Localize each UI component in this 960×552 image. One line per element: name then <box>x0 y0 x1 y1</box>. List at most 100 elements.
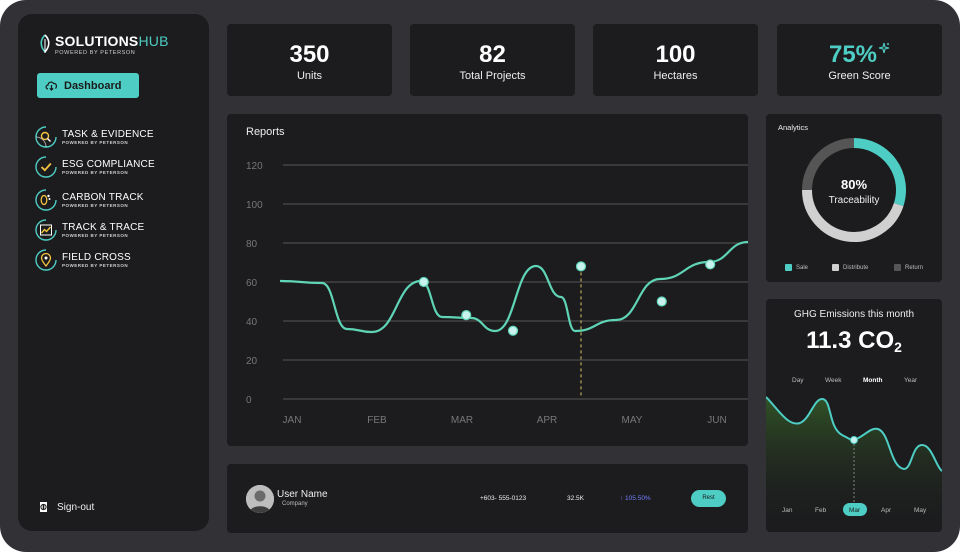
signout-label: Sign-out <box>57 501 95 513</box>
stat-label: Green Score <box>828 70 891 82</box>
sidebar-item-label: TASK & EVIDENCE <box>62 129 154 140</box>
user-name: User Name <box>277 489 328 500</box>
user-company: Company <box>282 501 308 507</box>
y-tick-label: 20 <box>246 356 258 367</box>
data-point[interactable] <box>656 296 667 307</box>
month-label-apr[interactable]: Apr <box>881 507 892 514</box>
y-tick-label: 60 <box>246 278 258 289</box>
month-label-mar[interactable]: Mar <box>849 507 861 514</box>
x-tick-label: JUN <box>707 415 726 426</box>
month-label-may[interactable]: May <box>914 507 927 514</box>
data-point[interactable] <box>705 259 716 270</box>
x-tick-label: JAN <box>283 415 302 426</box>
sidebar-item-label: ESG COMPLIANCE <box>62 159 155 170</box>
reports-line-chart: 0 20 40 60 80 100 120 JAN FEB MAR APR MAY JUN <box>246 161 748 426</box>
reports-title: Reports <box>246 126 285 138</box>
donut-slice-return[interactable] <box>802 138 855 191</box>
sidebar-item-track-trace[interactable]: TRACK & TRACE POWERED BY PETERSON <box>35 215 155 245</box>
user-row-card: User Name Company +603- 555-0123 32.5K ↑… <box>227 464 748 533</box>
y-tick-label: 80 <box>246 239 258 250</box>
stat-value: 75% <box>777 41 942 69</box>
sidebar-item-task-evidence[interactable]: TASK & EVIDENCE POWERED BY PETERSON <box>35 122 155 152</box>
signout-icon <box>40 502 47 512</box>
legend-label: Distribute <box>843 264 869 271</box>
stat-label: Units <box>296 70 323 82</box>
y-tick-label: 0 <box>246 395 252 406</box>
sidebar-item-sublabel: POWERED BY PETERSON <box>62 263 129 268</box>
check-circle-icon <box>35 156 57 178</box>
active-month-pill <box>843 503 867 516</box>
legend-swatch <box>832 264 839 271</box>
sidebar-item-label: TRACK & TRACE <box>62 222 145 233</box>
y-tick-label: 120 <box>246 161 263 172</box>
data-point[interactable] <box>575 261 587 272</box>
stat-card-hectares: 100 Hectares <box>593 24 758 96</box>
donut-slice-sale[interactable] <box>853 138 906 207</box>
sidebar-item-sublabel: POWERED BY PETERSON <box>62 203 129 208</box>
footprint-icon <box>35 189 57 211</box>
period-tab-day[interactable]: Day <box>792 377 804 384</box>
donut-caption: Traceability <box>829 195 880 206</box>
period-tab-week[interactable]: Week <box>825 377 842 384</box>
analytics-card: Analytics 80% Traceability Sale Distribut… <box>766 114 942 282</box>
x-tick-label: MAY <box>622 415 643 426</box>
brand-name: SOLUTIONSHUB <box>55 33 169 49</box>
avatar[interactable] <box>246 485 274 513</box>
user-photo-icon <box>246 485 274 513</box>
cloud-download-icon <box>45 81 58 91</box>
legend-swatch <box>894 264 901 271</box>
sidebar-item-carbon-track[interactable]: CARBON TRACK POWERED BY PETERSON <box>35 185 155 215</box>
sidebar: SOLUTIONSHUB POWERED BY PETERSON Dashboa… <box>18 14 209 531</box>
ghg-value: 11.3 CO2 <box>806 327 902 355</box>
stat-value: 82 <box>479 41 506 68</box>
sidebar-nav: TASK & EVIDENCE POWERED BY PETERSON ESG … <box>35 122 155 275</box>
month-label-jan[interactable]: Jan <box>782 507 793 514</box>
data-point[interactable] <box>418 276 429 288</box>
legend-label: Return <box>905 264 924 271</box>
legend-item-distribute: Distribute <box>832 264 868 271</box>
ghg-title: GHG Emissions this month <box>793 309 915 320</box>
location-pin-icon <box>35 249 57 271</box>
brand-logo: SOLUTIONSHUB POWERED BY PETERSON <box>38 34 169 56</box>
dashboard-button[interactable]: Dashboard <box>37 73 139 98</box>
stat-label: Total Projects <box>459 70 526 82</box>
donut-percent-label: 80% <box>841 177 867 192</box>
stat-value: 100 <box>655 41 696 68</box>
user-count: 32.5K <box>567 495 584 502</box>
period-tab-month[interactable]: Month <box>863 377 883 384</box>
user-action-button[interactable]: Rest <box>691 490 726 507</box>
traceability-donut-chart: 80% Traceability <box>802 138 906 242</box>
sidebar-item-label: FIELD CROSS <box>62 252 131 263</box>
sidebar-item-esg-compliance[interactable]: ESG COMPLIANCE POWERED BY PETERSON <box>35 152 155 182</box>
stat-label: Hectares <box>653 70 698 82</box>
data-point[interactable] <box>461 310 472 321</box>
sidebar-item-sublabel: POWERED BY PETERSON <box>62 233 129 238</box>
legend-swatch <box>785 264 792 271</box>
data-point[interactable] <box>507 325 519 336</box>
donut-slice-distribute[interactable] <box>802 189 904 242</box>
sparkle-icon <box>878 42 890 54</box>
x-tick-label: APR <box>537 415 558 426</box>
ghg-emissions-card: GHG Emissions this month 11.3 CO2 Day We… <box>766 299 942 532</box>
sidebar-item-sublabel: POWERED BY PETERSON <box>62 140 129 145</box>
sidebar-item-field-cross[interactable]: FIELD CROSS POWERED BY PETERSON <box>35 245 155 275</box>
legend-item-return: Return <box>894 264 923 271</box>
sidebar-item-sublabel: POWERED BY PETERSON <box>62 170 129 175</box>
signout-button[interactable]: Sign-out <box>38 501 94 513</box>
reports-card: Reports 0 20 40 60 80 100 120 JAN FEB MAR APR MAY JU… <box>227 114 748 446</box>
stat-card-total-projects: 82 Total Projects <box>410 24 575 96</box>
x-tick-label: FEB <box>367 415 387 426</box>
analytics-title: Analytics <box>778 123 809 132</box>
period-tab-year[interactable]: Year <box>904 377 918 384</box>
leaf-logo-icon <box>40 34 50 53</box>
report-series-line <box>279 240 748 334</box>
legend-item-sale: Sale <box>785 264 808 271</box>
x-tick-label: MAR <box>451 415 473 426</box>
dashboard-label: Dashboard <box>64 79 122 92</box>
month-label-feb[interactable]: Feb <box>815 507 827 514</box>
stat-card-units: 350 Units <box>227 24 392 96</box>
legend-label: Sale <box>796 264 809 271</box>
search-check-icon <box>35 126 57 148</box>
y-tick-label: 100 <box>246 200 263 211</box>
